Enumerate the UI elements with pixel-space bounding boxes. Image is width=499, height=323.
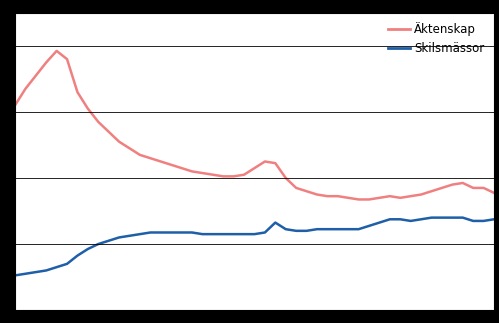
- Äktenskap: [387, 194, 393, 198]
- Äktenskap: [106, 130, 112, 134]
- Skilsmässor: [200, 232, 206, 236]
- Skilsmässor: [335, 227, 341, 231]
- Skilsmässor: [366, 224, 372, 228]
- Skilsmässor: [272, 221, 278, 224]
- Äktenskap: [12, 103, 18, 107]
- Skilsmässor: [251, 232, 257, 236]
- Legend: Äktenskap, Skilsmässor: Äktenskap, Skilsmässor: [385, 19, 488, 59]
- Äktenskap: [200, 171, 206, 175]
- Äktenskap: [231, 174, 237, 178]
- Skilsmässor: [74, 254, 80, 257]
- Äktenskap: [116, 140, 122, 144]
- Skilsmässor: [293, 229, 299, 233]
- Äktenskap: [293, 186, 299, 190]
- Skilsmässor: [43, 268, 49, 272]
- Skilsmässor: [408, 219, 414, 223]
- Äktenskap: [481, 186, 487, 190]
- Äktenskap: [220, 174, 226, 178]
- Skilsmässor: [397, 217, 403, 221]
- Skilsmässor: [345, 227, 351, 231]
- Äktenskap: [397, 196, 403, 200]
- Äktenskap: [64, 57, 70, 61]
- Skilsmässor: [439, 216, 445, 220]
- Äktenskap: [95, 120, 101, 124]
- Skilsmässor: [460, 216, 466, 220]
- Skilsmässor: [127, 234, 133, 238]
- Skilsmässor: [168, 231, 174, 234]
- Äktenskap: [439, 186, 445, 190]
- Skilsmässor: [231, 232, 237, 236]
- Äktenskap: [450, 183, 456, 187]
- Äktenskap: [158, 160, 164, 163]
- Äktenskap: [470, 186, 476, 190]
- Skilsmässor: [356, 227, 362, 231]
- Äktenskap: [241, 173, 247, 177]
- Line: Skilsmässor: Skilsmässor: [15, 218, 494, 276]
- Äktenskap: [408, 194, 414, 198]
- Äktenskap: [74, 90, 80, 94]
- Skilsmässor: [314, 227, 320, 231]
- Skilsmässor: [387, 217, 393, 221]
- Skilsmässor: [33, 270, 39, 274]
- Äktenskap: [345, 196, 351, 200]
- Äktenskap: [168, 163, 174, 167]
- Skilsmässor: [481, 219, 487, 223]
- Skilsmässor: [179, 231, 185, 234]
- Skilsmässor: [210, 232, 216, 236]
- Äktenskap: [429, 189, 435, 193]
- Skilsmässor: [470, 219, 476, 223]
- Äktenskap: [335, 194, 341, 198]
- Äktenskap: [314, 193, 320, 196]
- Äktenskap: [179, 166, 185, 170]
- Skilsmässor: [189, 231, 195, 234]
- Skilsmässor: [324, 227, 330, 231]
- Äktenskap: [262, 160, 268, 163]
- Äktenskap: [376, 196, 382, 200]
- Äktenskap: [283, 176, 289, 180]
- Skilsmässor: [262, 231, 268, 234]
- Skilsmässor: [116, 235, 122, 239]
- Line: Äktenskap: Äktenskap: [15, 51, 494, 200]
- Skilsmässor: [106, 239, 112, 243]
- Skilsmässor: [491, 217, 497, 221]
- Skilsmässor: [429, 216, 435, 220]
- Skilsmässor: [283, 227, 289, 231]
- Skilsmässor: [158, 231, 164, 234]
- Skilsmässor: [303, 229, 309, 233]
- Äktenskap: [303, 189, 309, 193]
- Äktenskap: [43, 60, 49, 64]
- Skilsmässor: [137, 232, 143, 236]
- Äktenskap: [210, 173, 216, 177]
- Skilsmässor: [450, 216, 456, 220]
- Skilsmässor: [147, 231, 153, 234]
- Äktenskap: [418, 193, 424, 196]
- Äktenskap: [147, 156, 153, 160]
- Äktenskap: [85, 107, 91, 110]
- Äktenskap: [22, 87, 28, 91]
- Skilsmässor: [220, 232, 226, 236]
- Äktenskap: [127, 146, 133, 150]
- Äktenskap: [356, 198, 362, 202]
- Äktenskap: [324, 194, 330, 198]
- Skilsmässor: [241, 232, 247, 236]
- Skilsmässor: [12, 274, 18, 277]
- Skilsmässor: [376, 221, 382, 224]
- Äktenskap: [137, 153, 143, 157]
- Äktenskap: [53, 49, 59, 53]
- Äktenskap: [491, 191, 497, 195]
- Skilsmässor: [95, 242, 101, 246]
- Skilsmässor: [53, 265, 59, 269]
- Skilsmässor: [85, 247, 91, 251]
- Äktenskap: [366, 198, 372, 202]
- Skilsmässor: [64, 262, 70, 266]
- Äktenskap: [189, 170, 195, 173]
- Skilsmässor: [22, 272, 28, 276]
- Äktenskap: [272, 161, 278, 165]
- Äktenskap: [251, 166, 257, 170]
- Äktenskap: [460, 181, 466, 185]
- Äktenskap: [33, 74, 39, 78]
- Skilsmässor: [418, 217, 424, 221]
